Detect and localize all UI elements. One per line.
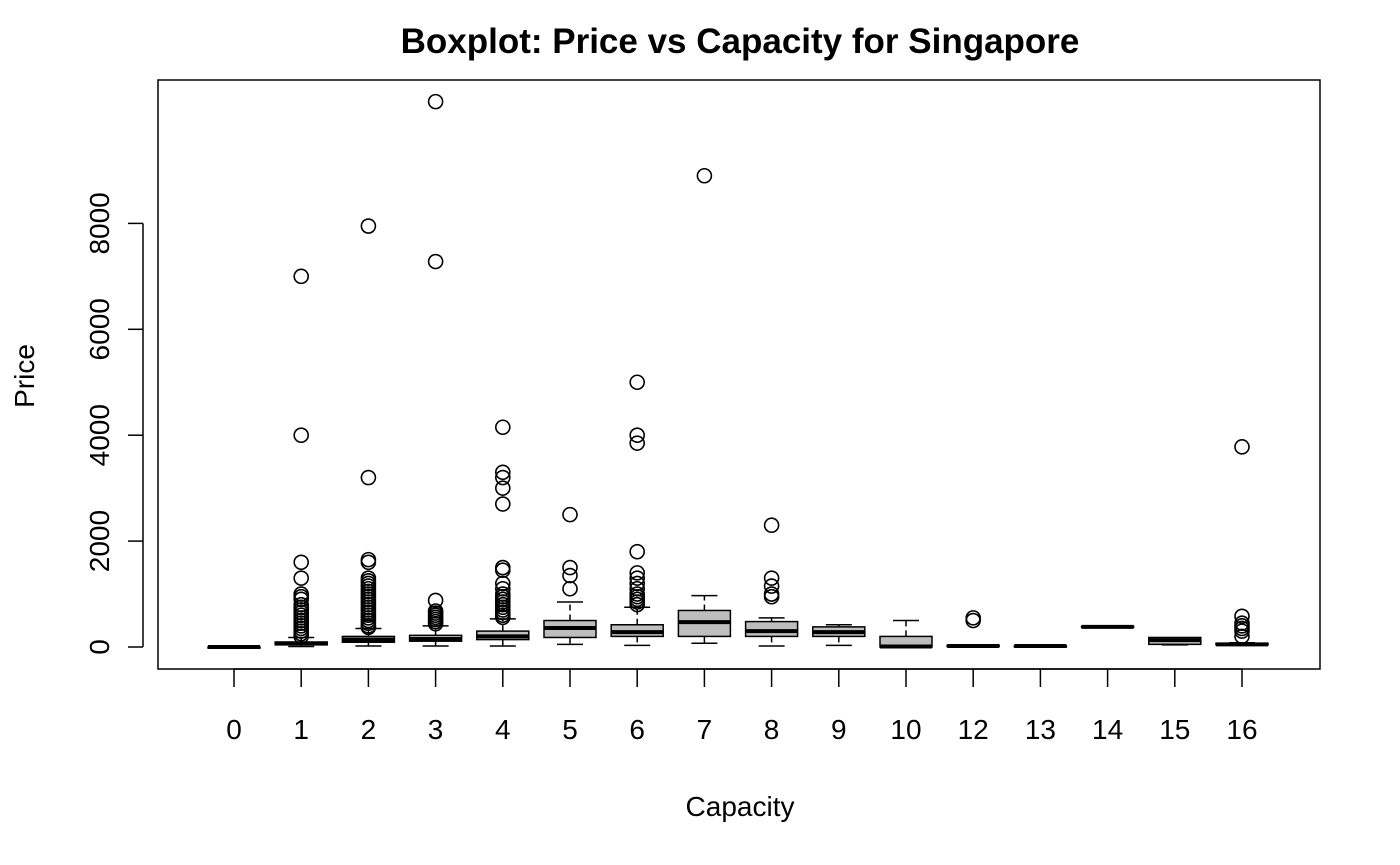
outlier-point [494, 469, 511, 486]
outlier-point [293, 554, 310, 571]
outlier-point [629, 565, 646, 581]
outlier-point [1234, 623, 1250, 639]
x-tick-label: 16 [1226, 714, 1257, 745]
box-group-capacity-1 [274, 268, 328, 648]
box-group-capacity-2 [341, 218, 396, 647]
outlier-point [494, 496, 511, 512]
outlier-point [1234, 608, 1250, 625]
x-tick-label: 0 [226, 714, 242, 745]
box-group-capacity-4 [476, 419, 530, 647]
x-tick-label: 14 [1092, 714, 1123, 745]
x-tick-label: 10 [890, 714, 921, 745]
boxes-layer [207, 93, 1269, 649]
outlier-point [494, 480, 511, 496]
box-group-capacity-13 [1013, 643, 1068, 648]
y-tick-label: 0 [84, 639, 115, 655]
outlier-point [293, 628, 310, 645]
box-group-capacity-5 [543, 506, 597, 646]
box [744, 620, 799, 638]
outlier-point [629, 435, 646, 451]
outlier-point [360, 218, 377, 234]
outlier-point [562, 580, 578, 597]
outlier-point [494, 609, 511, 626]
outlier-point [763, 588, 780, 605]
outlier-point [360, 469, 377, 486]
outlier-point [427, 93, 444, 110]
box-group-capacity-16 [1215, 439, 1269, 647]
outlier-point [562, 559, 578, 576]
x-tick-label: 13 [1025, 714, 1056, 745]
x-tick-label: 3 [428, 714, 444, 745]
x-tick-label: 12 [958, 714, 989, 745]
box-group-capacity-3 [408, 93, 463, 647]
x-tick-label: 5 [562, 714, 578, 745]
box-group-capacity-9 [812, 624, 866, 647]
outlier-point [1234, 439, 1250, 455]
x-tick-label: 2 [361, 714, 377, 745]
outlier-point [427, 253, 444, 270]
outlier-point [360, 619, 377, 636]
x-tick-label: 6 [629, 714, 645, 745]
box-group-capacity-6 [610, 374, 664, 647]
outlier-point [293, 268, 310, 285]
outlier-point [494, 419, 511, 436]
outlier-point [696, 167, 713, 184]
outlier-point [763, 578, 780, 594]
y-tick-label: 4000 [84, 404, 115, 466]
outlier-point [293, 570, 310, 586]
box-group-capacity-12 [946, 610, 1000, 648]
outlier-point [1234, 628, 1250, 645]
outlier-point [965, 612, 982, 629]
y-axis: 0 2000 4000 6000 8000 [84, 192, 144, 655]
box-group-capacity-8 [744, 517, 799, 647]
y-tick-label: 2000 [84, 510, 115, 572]
y-tick-label: 8000 [84, 192, 115, 254]
outlier-point [427, 592, 444, 609]
x-tick-label: 9 [831, 714, 847, 745]
outlier-point [293, 427, 310, 444]
box-group-capacity-15 [1148, 636, 1202, 646]
chart-title: Boxplot: Price vs Capacity for Singapore [401, 22, 1080, 61]
x-axis: 0 1 2 3 4 5 6 7 8 9 10 12 13 14 15 16 [226, 668, 1258, 745]
outlier-point [360, 554, 377, 571]
box-group-capacity-7 [677, 167, 732, 645]
y-axis-label: Price [9, 344, 40, 408]
box-group-capacity-0 [207, 645, 261, 649]
outlier-point [629, 596, 646, 613]
x-tick-label: 1 [293, 714, 309, 745]
outlier-point [629, 427, 646, 444]
outlier-point [562, 506, 578, 523]
plot-frame [157, 79, 1321, 670]
outlier-point [562, 567, 578, 584]
x-axis-label: Capacity [686, 791, 795, 822]
outlier-point [763, 570, 780, 586]
outlier-point [763, 517, 780, 534]
outlier-point [629, 570, 646, 586]
x-tick-label: 8 [764, 714, 780, 745]
y-tick-label: 6000 [84, 298, 115, 360]
outlier-point [427, 615, 444, 632]
x-tick-label: 15 [1159, 714, 1190, 745]
box-group-capacity-10 [879, 619, 933, 649]
x-tick-label: 7 [697, 714, 713, 745]
box-group-capacity-14 [1080, 624, 1135, 629]
outlier-point [629, 374, 646, 391]
x-tick-label: 4 [495, 714, 511, 745]
outlier-point [494, 464, 511, 481]
outlier-point [629, 543, 646, 560]
